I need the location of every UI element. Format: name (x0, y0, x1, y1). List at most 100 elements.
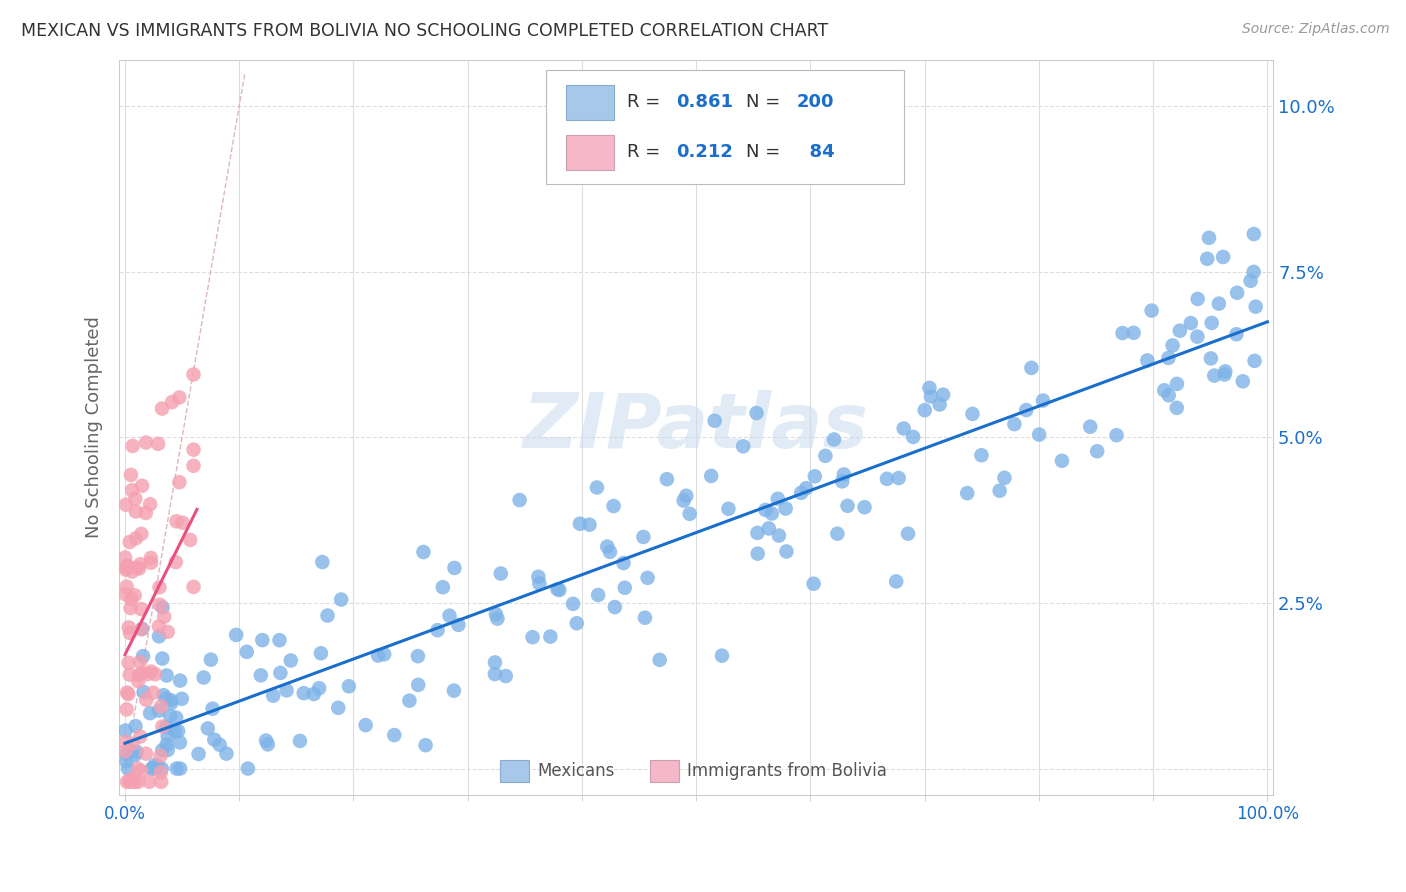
Point (127, 774, 149, 789)
Point (586, 481, 609, 495)
Point (758, 521, 780, 535)
Point (115, 563, 138, 577)
Point (115, 754, 138, 768)
Point (131, 622, 153, 636)
Point (115, 560, 138, 574)
Point (432, 580, 454, 594)
Point (932, 387, 955, 401)
Point (156, 729, 179, 743)
Point (546, 582, 568, 597)
Point (596, 540, 619, 554)
Point (398, 693, 420, 707)
Point (156, 738, 179, 752)
Point (790, 485, 813, 500)
Point (170, 691, 193, 706)
Point (127, 674, 149, 689)
Text: Source: ZipAtlas.com: Source: ZipAtlas.com (1241, 22, 1389, 37)
Point (169, 391, 191, 405)
Point (150, 743, 173, 757)
Point (166, 762, 188, 776)
Point (1213, 368, 1236, 382)
Point (150, 651, 173, 665)
Point (128, 668, 150, 682)
Point (897, 526, 920, 541)
Point (149, 765, 172, 780)
Point (148, 580, 170, 594)
FancyBboxPatch shape (565, 135, 614, 169)
Point (1204, 368, 1226, 383)
Point (745, 406, 768, 420)
Point (613, 581, 636, 595)
Point (538, 630, 561, 644)
Point (142, 762, 165, 776)
Point (155, 720, 177, 734)
Text: Mexicans: Mexicans (537, 762, 614, 780)
Point (159, 693, 181, 707)
Point (163, 724, 186, 739)
Point (1243, 354, 1265, 368)
Point (149, 598, 172, 612)
Point (1239, 274, 1261, 288)
Text: R =: R = (627, 144, 666, 161)
Text: 0.212: 0.212 (676, 144, 734, 161)
Point (1136, 353, 1159, 368)
Point (114, 735, 136, 749)
Point (129, 764, 152, 778)
Point (672, 493, 695, 508)
Point (139, 556, 162, 570)
Point (308, 681, 330, 696)
Point (354, 718, 377, 732)
Point (309, 646, 332, 660)
Point (1244, 300, 1267, 314)
Point (149, 748, 172, 763)
Point (121, 483, 143, 498)
Point (125, 504, 148, 518)
Point (129, 655, 152, 669)
Point (548, 582, 571, 597)
Point (1187, 292, 1209, 306)
Point (124, 748, 146, 763)
Point (1225, 327, 1247, 342)
Point (710, 648, 733, 663)
Point (127, 762, 149, 776)
Point (527, 570, 550, 584)
Point (599, 545, 621, 559)
Point (328, 701, 350, 715)
Point (603, 600, 626, 615)
Point (415, 738, 437, 752)
Point (120, 467, 142, 482)
Point (114, 550, 136, 565)
Point (887, 471, 910, 485)
Point (655, 472, 678, 486)
Point (139, 550, 162, 565)
Point (269, 665, 291, 680)
Point (120, 744, 142, 758)
Point (918, 381, 941, 395)
Text: 200: 200 (797, 94, 834, 112)
Point (254, 733, 277, 747)
Point (124, 719, 146, 733)
Point (495, 669, 517, 683)
Point (135, 747, 157, 761)
Point (509, 493, 531, 508)
Point (837, 499, 859, 513)
Text: ZIPatlas: ZIPatlas (523, 391, 869, 465)
Point (276, 683, 298, 698)
Point (1050, 454, 1073, 468)
Text: MEXICAN VS IMMIGRANTS FROM BOLIVIA NO SCHOOLING COMPLETED CORRELATION CHART: MEXICAN VS IMMIGRANTS FROM BOLIVIA NO SC… (21, 22, 828, 40)
Point (115, 702, 138, 716)
Point (1032, 393, 1054, 408)
Point (1161, 338, 1184, 352)
Point (132, 685, 155, 699)
Point (208, 738, 231, 752)
Point (586, 588, 609, 602)
Point (139, 497, 162, 511)
Point (1212, 250, 1234, 264)
Point (447, 618, 470, 632)
Point (117, 762, 139, 776)
Point (117, 656, 139, 670)
Point (288, 734, 311, 748)
Point (152, 600, 174, 615)
Point (129, 602, 152, 616)
Point (131, 526, 153, 541)
